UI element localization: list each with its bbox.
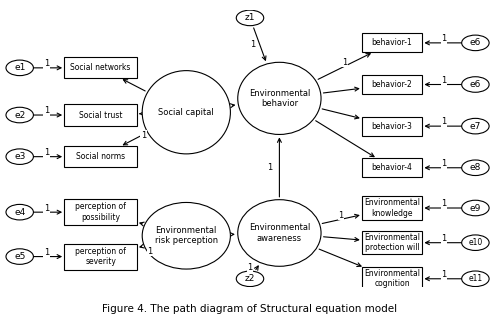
Text: 1: 1 <box>141 131 146 140</box>
Text: 1: 1 <box>442 34 446 43</box>
Text: behavior-3: behavior-3 <box>372 122 412 131</box>
Text: Social capital: Social capital <box>158 108 214 117</box>
Text: 1: 1 <box>342 57 347 67</box>
Text: behavior-1: behavior-1 <box>372 38 412 48</box>
Circle shape <box>462 77 489 92</box>
Text: 1: 1 <box>148 247 152 256</box>
Circle shape <box>6 149 34 164</box>
Text: e11: e11 <box>468 274 482 283</box>
FancyBboxPatch shape <box>362 33 422 52</box>
Text: Social networks: Social networks <box>70 63 130 72</box>
Circle shape <box>462 235 489 250</box>
Text: z1: z1 <box>245 13 256 22</box>
Circle shape <box>6 107 34 123</box>
Text: Environmental
risk perception: Environmental risk perception <box>154 226 218 245</box>
Circle shape <box>462 271 489 286</box>
Text: Environmental
behavior: Environmental behavior <box>248 89 310 108</box>
Text: behavior-4: behavior-4 <box>372 163 412 172</box>
Text: e10: e10 <box>468 238 482 247</box>
Text: Environmental
cognition: Environmental cognition <box>364 269 420 288</box>
Text: 1: 1 <box>338 211 344 220</box>
Text: 1: 1 <box>442 270 446 279</box>
Text: e6: e6 <box>470 38 481 48</box>
Text: 1: 1 <box>44 148 50 157</box>
Circle shape <box>236 10 264 26</box>
Text: 1: 1 <box>44 59 50 68</box>
FancyBboxPatch shape <box>362 158 422 177</box>
FancyBboxPatch shape <box>362 75 422 94</box>
Circle shape <box>6 60 34 76</box>
Circle shape <box>236 271 264 286</box>
Text: e8: e8 <box>470 163 481 172</box>
Text: z2: z2 <box>245 274 255 283</box>
Text: 1: 1 <box>442 199 446 208</box>
Circle shape <box>462 200 489 216</box>
Text: 1: 1 <box>442 117 446 126</box>
Circle shape <box>6 249 34 264</box>
Text: Social trust: Social trust <box>79 110 122 120</box>
Text: Social norms: Social norms <box>76 152 125 161</box>
Circle shape <box>462 35 489 51</box>
Text: Environmental
awareness: Environmental awareness <box>248 223 310 243</box>
FancyBboxPatch shape <box>362 231 422 254</box>
Text: 1: 1 <box>44 248 50 257</box>
FancyBboxPatch shape <box>64 105 137 126</box>
FancyBboxPatch shape <box>64 57 137 78</box>
Text: Figure 4. The path diagram of Structural equation model: Figure 4. The path diagram of Structural… <box>102 304 398 314</box>
Text: 1: 1 <box>248 263 252 272</box>
Circle shape <box>462 160 489 175</box>
FancyBboxPatch shape <box>64 199 137 225</box>
Circle shape <box>6 204 34 220</box>
Text: perception of
possibility: perception of possibility <box>75 203 126 222</box>
Ellipse shape <box>142 203 231 269</box>
Text: 1: 1 <box>442 234 446 243</box>
Text: e3: e3 <box>14 152 26 161</box>
Ellipse shape <box>238 62 321 135</box>
Text: e6: e6 <box>470 80 481 89</box>
Circle shape <box>462 118 489 134</box>
Text: e5: e5 <box>14 252 26 261</box>
FancyBboxPatch shape <box>362 197 422 220</box>
Text: 1: 1 <box>44 204 50 212</box>
Text: perception of
severity: perception of severity <box>75 247 126 266</box>
Text: e9: e9 <box>470 204 481 212</box>
Text: Environmental
protection will: Environmental protection will <box>364 233 420 252</box>
FancyBboxPatch shape <box>362 267 422 290</box>
FancyBboxPatch shape <box>362 116 422 136</box>
Text: 1: 1 <box>250 40 255 49</box>
FancyBboxPatch shape <box>64 146 137 167</box>
Text: e1: e1 <box>14 63 26 72</box>
Ellipse shape <box>142 70 231 154</box>
Ellipse shape <box>238 200 321 266</box>
Text: 1: 1 <box>44 106 50 115</box>
Text: e4: e4 <box>14 208 26 217</box>
Text: 1: 1 <box>442 76 446 85</box>
Text: behavior-2: behavior-2 <box>372 80 412 89</box>
Text: 1: 1 <box>442 159 446 168</box>
Text: 1: 1 <box>267 163 272 172</box>
Text: e7: e7 <box>470 122 481 131</box>
FancyBboxPatch shape <box>64 243 137 270</box>
Text: e2: e2 <box>14 110 26 120</box>
Text: Environmental
knowledge: Environmental knowledge <box>364 198 420 218</box>
